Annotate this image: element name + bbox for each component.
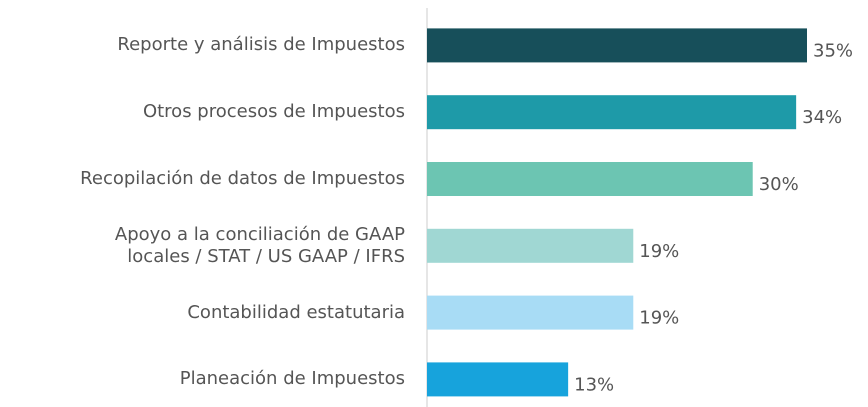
value-label: 30% (759, 174, 799, 195)
bar (427, 95, 797, 130)
bar (427, 228, 634, 263)
value-label: 13% (574, 374, 614, 395)
value-label: 34% (802, 107, 842, 128)
bar (427, 295, 634, 330)
value-label: 35% (813, 40, 853, 61)
category-label: Apoyo a la conciliación de GAAP locales … (114, 223, 405, 267)
value-label: 19% (639, 241, 679, 262)
value-label: 19% (639, 308, 679, 329)
category-label: Planeación de Impuestos (179, 368, 405, 390)
category-label: Otros procesos de Impuestos (142, 101, 405, 123)
category-label: Recopilación de datos de Impuestos (80, 168, 405, 189)
bar (427, 28, 807, 63)
category-label: Reporte y análisis de Impuestos (117, 34, 405, 56)
category-label: Contabilidad estatutaria (187, 301, 405, 323)
bar (427, 362, 569, 397)
bar (427, 162, 753, 196)
